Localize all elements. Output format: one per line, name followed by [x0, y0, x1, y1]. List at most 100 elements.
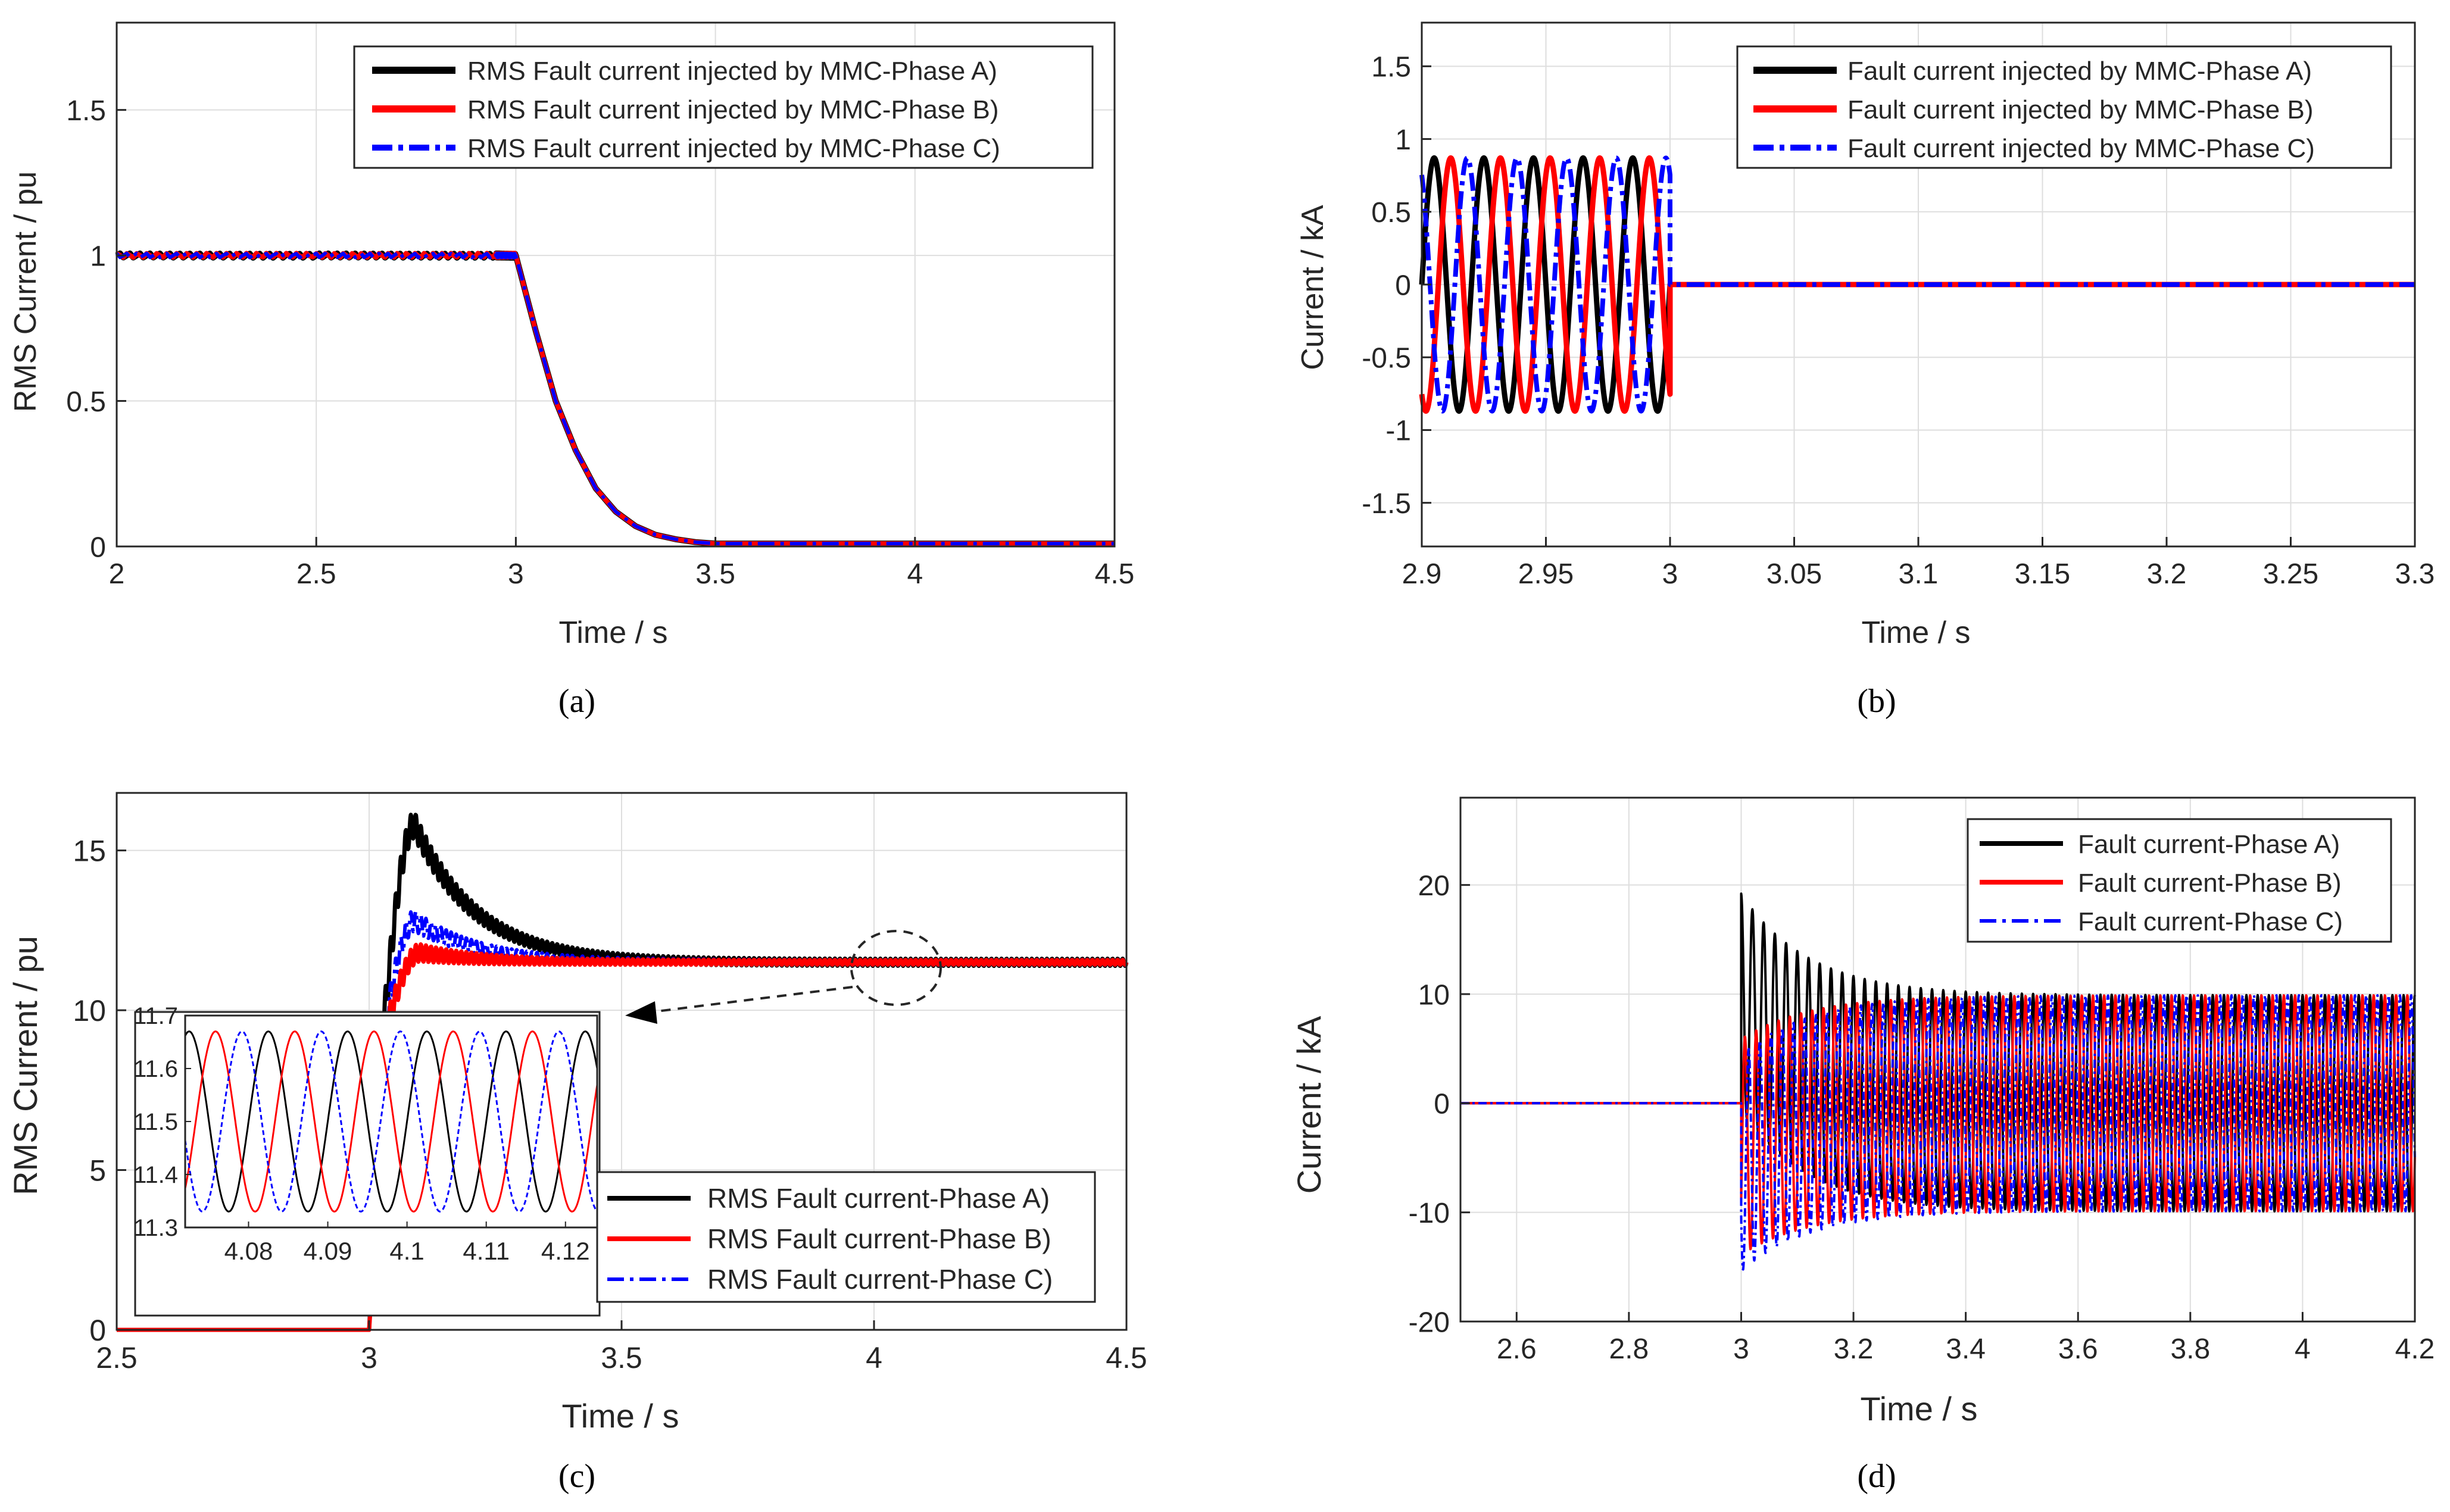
panel-a-ytick-label: 0 — [90, 532, 106, 563]
panel-b-xlabel: Time / s — [1862, 616, 1971, 650]
panel-b-series-b — [1419, 155, 2415, 414]
panel-c-inset-series-b — [184, 1030, 598, 1213]
panel-d-xlabel: Time / s — [1860, 1390, 1977, 1427]
panel-c: 2.5 3 3.5 4 4.5 0 5 10 15 Time / s RMS Current /… — [7, 792, 1147, 1495]
panel-d-xtick-label: 3.6 — [2058, 1333, 2098, 1365]
panel-a-xtick-label: 4 — [907, 558, 923, 590]
panel-c-inset-xtick-label: 4.1 — [389, 1237, 424, 1265]
panel-b-xtick-label: 3.15 — [2015, 558, 2070, 590]
panel-c-caption-letter: c — [570, 1458, 585, 1495]
panel-b-xtick-label: 2.95 — [1518, 558, 1574, 590]
panel-d-xtick-label: 3.8 — [2170, 1333, 2210, 1365]
panel-d-axes — [1459, 796, 2416, 1323]
panel-d-caption: (d) — [1857, 1458, 1896, 1495]
panel-b-ylabel: Current / kA — [1296, 205, 1330, 370]
panel-c-tick-labels: 2.5 3 3.5 4 4.5 0 5 10 15 — [73, 835, 1147, 1374]
panel-b-lines — [1419, 155, 2415, 414]
panel-b-legend-label-c: Fault current injected by MMC-Phase C) — [1847, 134, 2315, 163]
panel-a-xtick-label: 2 — [109, 558, 125, 590]
panel-c-axes-frame — [116, 792, 1128, 1331]
panel-b-xtick-label: 3.2 — [2147, 558, 2187, 590]
panel-c-inset-ytick-label: 11.7 — [133, 1003, 178, 1029]
panel-c-xtick-label: 3.5 — [601, 1341, 642, 1374]
panel-b-caption: (b) — [1857, 683, 1896, 720]
panel-b: 2.9 2.95 3 3.05 3.1 3.15 3.2 3.25 3.3 -1.5 -1 -0.5 0… — [1296, 21, 2435, 720]
panel-b-tick-labels: 2.9 2.95 3 3.05 3.1 3.15 3.2 3.25 3.3 -1.5 -1 -0.5 0… — [1362, 52, 2435, 590]
panel-c-zoom-circle — [850, 930, 942, 1006]
panel-c-inset-lines — [184, 1030, 598, 1213]
panel-d-legend-label-c: Fault current-Phase C) — [2078, 907, 2343, 936]
panel-c-inset-xtick-label: 4.08 — [224, 1237, 273, 1265]
panel-a-legend-label-a: RMS Fault current injected by MMC-Phase … — [467, 57, 997, 86]
panel-a-xtick-label: 2.5 — [297, 558, 336, 590]
panel-a-legend-box — [353, 45, 1094, 169]
panel-c-xtick-label: 4.5 — [1106, 1341, 1147, 1374]
panel-b-legend-label-b: Fault current injected by MMC-Phase B) — [1847, 95, 2314, 124]
panel-d-ytick-label: 10 — [1418, 979, 1450, 1011]
panel-c-legend-label-c: RMS Fault current-Phase C) — [707, 1264, 1053, 1295]
panel-c-legend: RMS Fault current-Phase A) RMS Fault cur… — [596, 1171, 1096, 1303]
panel-c-inset-tick-labels: 4.08 4.09 4.1 4.11 4.12 11.3 11.4 11.5 11.6 11.7 — [133, 1003, 590, 1265]
panel-c-ytick-label: 5 — [89, 1154, 106, 1188]
panel-d-ylabel: Current / kA — [1290, 1016, 1328, 1194]
panel-c-series-b — [117, 942, 1129, 1332]
panel-b-ytick-label: 0 — [1395, 270, 1411, 301]
panel-d-series-a — [1460, 892, 2416, 1213]
panel-c-xlabel: Time / s — [561, 1397, 679, 1435]
panel-b-axes — [1421, 21, 2416, 548]
panel-a-caption: (a) — [558, 683, 595, 720]
panel-d: 2.6 2.8 3 3.2 3.4 3.6 3.8 4 4.2 -20 -10 0 10 20 Time … — [1290, 796, 2435, 1495]
panel-b-xtick-label: 3.05 — [1767, 558, 1822, 590]
panel-d-lines — [1460, 892, 2416, 1271]
panel-a-legend-label-b: RMS Fault current injected by MMC-Phase … — [467, 95, 999, 124]
panel-c-inset-ytick-label: 11.4 — [133, 1162, 178, 1188]
panel-b-ytick-label: -0.5 — [1362, 343, 1411, 374]
panel-b-ytick-label: -1.5 — [1362, 488, 1411, 520]
panel-d-caption-letter: d — [1868, 1458, 1885, 1495]
panel-b-series-c — [1419, 155, 2415, 414]
panel-b-xtick-label: 3 — [1662, 558, 1678, 590]
panel-a-caption-letter: a — [570, 683, 585, 720]
panel-a-xlabel: Time / s — [559, 616, 668, 650]
panel-c-inset-xtick-label: 4.12 — [541, 1237, 590, 1265]
panel-c-xtick-label: 4 — [866, 1341, 882, 1374]
panel-c-ytick-label: 0 — [89, 1314, 106, 1347]
panel-d-xtick-label: 4.2 — [2395, 1333, 2435, 1365]
panel-b-xtick-label: 2.9 — [1402, 558, 1442, 590]
panel-c-inset-axes — [184, 1014, 598, 1229]
panel-d-ytick-label: 20 — [1418, 870, 1450, 902]
panel-a-legend: RMS Fault current injected by MMC-Phase … — [353, 45, 1094, 169]
panel-c-inset-xtick-label: 4.09 — [304, 1237, 352, 1265]
panel-c-xtick-label: 3 — [361, 1341, 377, 1374]
panel-c-ytick-label: 10 — [73, 994, 106, 1027]
panel-c-caption: (c) — [558, 1458, 595, 1495]
panel-a-axes-frame — [116, 21, 1116, 548]
panel-a-ytick-label: 1 — [90, 240, 106, 272]
panel-a-xtick-label: 3.5 — [695, 558, 735, 590]
panel-a-series-c — [115, 251, 1115, 546]
panel-b-legend-box — [1736, 45, 2392, 169]
panel-c-inset-ytick-label: 11.5 — [133, 1109, 178, 1135]
panel-a-axes — [116, 21, 1116, 548]
panel-c-inset-series-c — [184, 1030, 598, 1213]
panel-c-zoom-arrow-line — [651, 986, 853, 1013]
panel-a-ytick-label: 1.5 — [66, 95, 106, 127]
panel-b-legend: Fault current injected by MMC-Phase A) F… — [1736, 45, 2392, 169]
panel-b-xtick-label: 3.25 — [2263, 558, 2318, 590]
panel-c-axes — [116, 792, 1128, 1331]
panel-d-legend-label-a: Fault current-Phase A) — [2078, 830, 2340, 859]
panel-b-xtick-label: 3.1 — [1899, 558, 1939, 590]
panel-a: 2 2.5 3 3.5 4 4.5 0 0.5 1 1.5 Time / s RMS Curren… — [8, 21, 1134, 720]
panel-a-legend-label-c: RMS Fault current injected by MMC-Phase … — [467, 134, 1000, 163]
panel-b-ytick-label: 0.5 — [1371, 197, 1411, 229]
panel-c-inset-ytick-label: 11.3 — [133, 1215, 178, 1241]
panel-a-ylabel: RMS Current / pu — [8, 171, 43, 413]
panel-d-ytick-label: -10 — [1409, 1198, 1450, 1229]
panel-b-ytick-label: -1 — [1385, 416, 1411, 447]
panel-d-ytick-label: 0 — [1434, 1089, 1450, 1120]
panel-c-zoom-arrow-head — [625, 1001, 657, 1024]
panel-c-inset-xtick-label: 4.11 — [463, 1237, 510, 1265]
panel-c-inset-ytick-label: 11.6 — [133, 1056, 178, 1082]
panel-c-inset: 4.08 4.09 4.1 4.11 4.12 11.3 11.4 11.5 11.6 11.7 — [133, 1003, 601, 1317]
